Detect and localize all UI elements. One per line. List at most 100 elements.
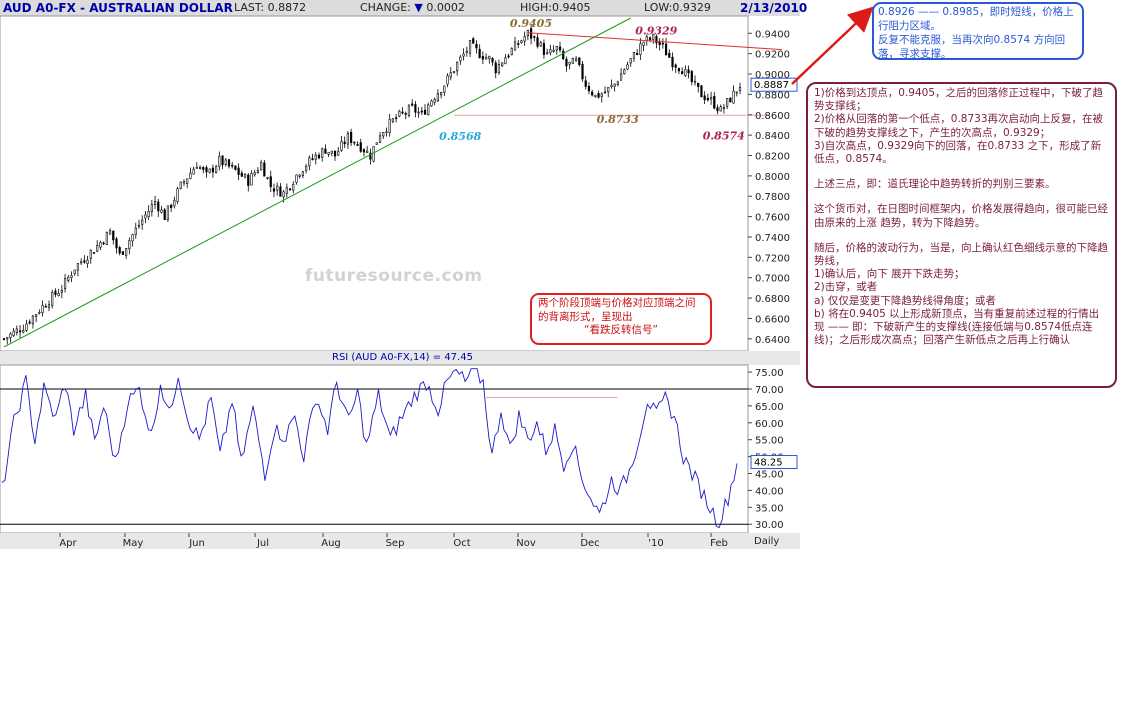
- candle-body: [648, 37, 652, 41]
- candle-body: [591, 91, 594, 96]
- rsi-tick-label: 35.00: [755, 503, 784, 514]
- candle-body: [317, 154, 321, 159]
- candle-body: [179, 181, 182, 189]
- month-label: Sep: [386, 538, 405, 549]
- candle-body: [340, 141, 343, 151]
- candle-body: [337, 151, 340, 156]
- candle-body: [610, 84, 613, 87]
- month-label: Apr: [59, 538, 77, 549]
- month-label: '10: [648, 538, 663, 549]
- price-tick-label: 0.7400: [755, 233, 790, 244]
- price-annotation-4: 0.8574: [703, 129, 745, 142]
- candle-body: [182, 181, 186, 184]
- rsi-tick-label: 60.00: [755, 419, 784, 430]
- candle-body: [494, 62, 497, 74]
- candle-body: [125, 248, 128, 256]
- candle-body: [472, 38, 475, 44]
- candle-body: [108, 230, 112, 235]
- candle-body: [562, 50, 565, 60]
- candle-body: [671, 56, 674, 68]
- analysis-option-1: 1)确认后，向下 展开下跌走势；: [814, 268, 965, 281]
- high-label: HIGH:0.9405: [520, 1, 591, 14]
- candle-body: [507, 55, 510, 58]
- candle-body: [343, 141, 346, 145]
- candle-body: [520, 40, 523, 43]
- candle-body: [157, 201, 160, 212]
- candle-body: [186, 178, 189, 184]
- candle-body: [449, 72, 452, 78]
- candle-body: [513, 41, 517, 51]
- candle-body: [488, 56, 491, 60]
- candle-body: [12, 330, 15, 336]
- price-tick-label: 0.6400: [755, 335, 790, 346]
- candle-body: [719, 106, 722, 112]
- candle-body: [501, 62, 504, 67]
- support-trendline: [3, 17, 631, 348]
- candle-body: [542, 43, 546, 55]
- candle-body: [92, 252, 96, 254]
- candle-body: [311, 158, 314, 160]
- candle-body: [427, 104, 430, 115]
- candle-body: [276, 185, 279, 191]
- candle-body: [713, 96, 716, 109]
- price-tick-label: 0.6600: [755, 314, 790, 325]
- rsi-title-bar: [0, 351, 800, 365]
- month-label: Dec: [580, 538, 599, 549]
- change-value: 0.0002: [426, 1, 465, 14]
- resistance-note-line-2: 反复不能克服，当再次向0.8574 方向回落，寻求支撑。: [878, 34, 1066, 60]
- candle-body: [420, 110, 423, 113]
- candle-body: [247, 174, 250, 186]
- candle-body: [25, 323, 28, 331]
- rsi-tick-label: 40.00: [755, 486, 784, 497]
- candle-body: [324, 148, 327, 154]
- candle-body: [269, 176, 272, 188]
- candle-body: [170, 204, 173, 208]
- rsi-tick-label: 55.00: [755, 436, 784, 447]
- candle-body: [539, 42, 542, 47]
- candle-body: [484, 57, 488, 60]
- price-tick-label: 0.9000: [755, 70, 790, 81]
- candle-body: [279, 186, 282, 197]
- candle-body: [9, 333, 12, 339]
- month-label: Nov: [516, 538, 536, 549]
- candle-body: [272, 188, 276, 192]
- divergence-note: 两个阶段顶端与价格对应顶端之间的背离形式，呈现出 “看跌反转信号”: [530, 293, 712, 345]
- last-value: 0.8872: [267, 1, 307, 14]
- resistance-note: 0.8926 —— 0.8985，即时短线，价格上行阻力区域。 反复不能克服，当…: [872, 2, 1084, 60]
- price-tick-label: 0.8800: [755, 90, 790, 101]
- candle-body: [674, 64, 677, 68]
- callout-arrow: [791, 6, 874, 85]
- last-price-box: [750, 77, 798, 92]
- candle-body: [681, 71, 684, 75]
- candle-body: [2, 338, 6, 340]
- resistance-note-line-1: 0.8926 —— 0.8985，即时短线，价格上行阻力区域。: [878, 6, 1074, 32]
- rsi-title: RSI (AUD A0-FX,14) = 47.45: [332, 352, 473, 363]
- price-tick-label: 0.7000: [755, 274, 790, 285]
- candle-body: [295, 174, 298, 183]
- candle-body: [375, 142, 378, 145]
- down-triangle-icon: ▼: [414, 1, 423, 14]
- candle-body: [80, 261, 83, 264]
- candle-body: [15, 328, 18, 333]
- candle-body: [54, 290, 57, 295]
- candle-body: [6, 337, 9, 340]
- candle-body: [18, 330, 22, 333]
- candle-body: [414, 104, 417, 113]
- rsi-last-label: 48.25: [754, 458, 783, 469]
- candle-body: [378, 135, 382, 143]
- watermark: futuresource.com: [305, 266, 483, 286]
- candle-body: [350, 131, 353, 143]
- price-axis: 0.6400 0.6600 0.6800 0.7000 0.7200 0.7400 0.76…: [748, 29, 798, 346]
- analysis-point-1: 1)价格到达顶点，0.9405，之后的回落修正过程中，下破了趋势支撑线；: [814, 87, 1104, 113]
- candle-body: [385, 131, 388, 134]
- candle-body: [301, 171, 304, 177]
- candle-body: [35, 314, 38, 317]
- analysis-option-2: 2)击穿，或者: [814, 281, 878, 294]
- candle-body: [478, 48, 481, 59]
- candle-body: [655, 36, 658, 44]
- candle-body: [459, 56, 462, 62]
- analysis-option-a: a) 仅仅是变更下降趋势线得角度；或者: [814, 294, 996, 307]
- candle-body: [594, 94, 597, 97]
- period-label: Daily: [754, 536, 780, 547]
- candle-body: [558, 46, 562, 51]
